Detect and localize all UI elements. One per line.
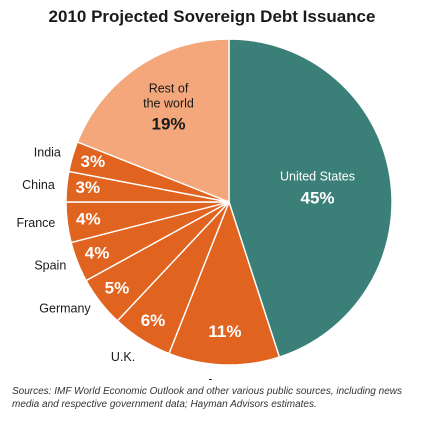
pct-united-states: 45%: [300, 188, 334, 207]
label-germany: Germany: [39, 302, 91, 316]
pct-germany: 5%: [105, 278, 130, 297]
slice-japan: [168, 199, 281, 366]
pie-labels: United States 45% 11% Japan 6% U.K. 5% Germany 4…: [16, 81, 355, 380]
slice-united-states: [228, 38, 393, 358]
pct-china: 3%: [76, 178, 101, 197]
source-note: Sources: IMF World Economic Outlook and …: [12, 386, 402, 410]
label-japan: Japan: [206, 377, 240, 380]
pct-japan: 11%: [208, 322, 241, 341]
label-rest-of-the-world-line2: the world: [143, 96, 194, 110]
label-u-k: U.K.: [111, 350, 135, 364]
label-india: India: [34, 145, 61, 159]
label-france: France: [16, 216, 55, 230]
label-united-states: United States: [280, 169, 355, 183]
pie-chart: United States 45% 11% Japan 6% U.K. 5% Germany 4…: [16, 38, 393, 380]
chart-title: 2010 Projected Sovereign Debt Issuance: [48, 7, 376, 26]
pct-india: 3%: [81, 152, 106, 171]
pie-slices: [65, 38, 393, 366]
label-spain: Spain: [34, 259, 66, 273]
label-rest-of-the-world-line1: Rest of: [149, 81, 189, 95]
pct-spain: 4%: [85, 244, 110, 263]
pct-rest-of-the-world: 19%: [151, 114, 185, 133]
slice-rest-of-the-world: [76, 38, 230, 204]
label-china: China: [22, 178, 55, 192]
pct-u-k: 6%: [141, 311, 166, 330]
pct-france: 4%: [76, 209, 101, 228]
